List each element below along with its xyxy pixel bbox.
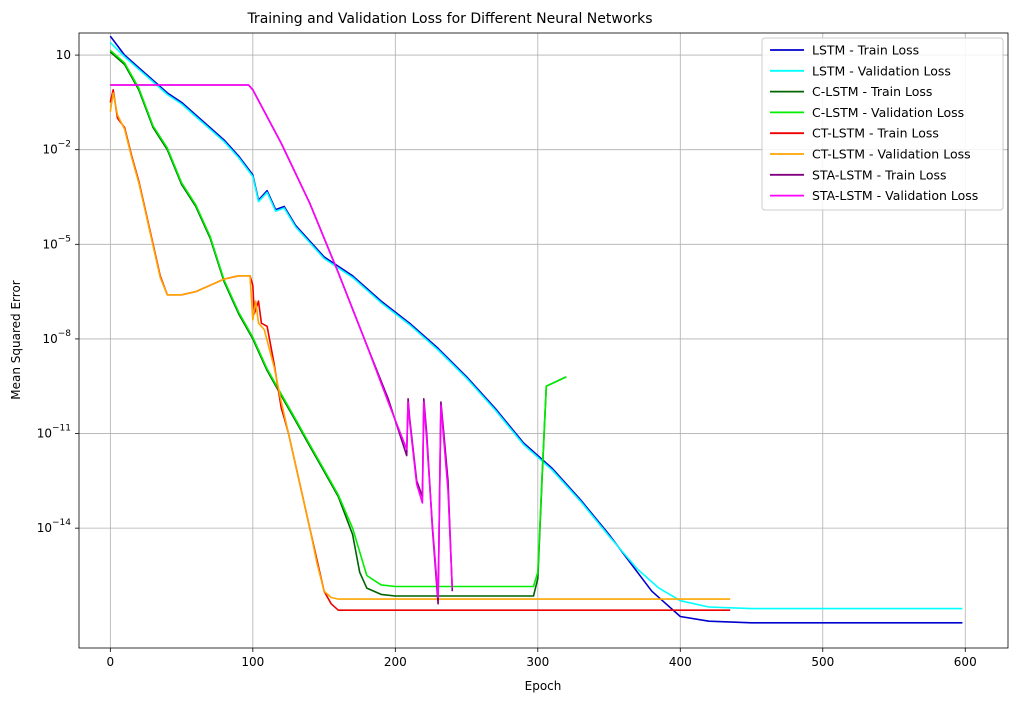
x-tick-label: 600: [954, 655, 977, 669]
y-tick-base: 10: [42, 143, 57, 157]
legend-label: LSTM - Train Loss: [812, 43, 919, 58]
series-line-ct-lstm-train-loss: [109, 89, 731, 611]
y-tick-base: 10: [56, 48, 71, 62]
y-tick-label: 10: [56, 48, 71, 62]
series-line-c-lstm-train-loss: [109, 51, 567, 597]
x-tick-label: 200: [384, 655, 407, 669]
y-tick-base: 10: [37, 427, 52, 441]
legend-box: [761, 37, 1004, 211]
y-tick-label: 10−8: [42, 329, 71, 346]
axis-ticks: 0 100 200 300 400 500 6001010−210−510−810−1110…: [37, 48, 977, 669]
legend-label: C-LSTM - Validation Loss: [812, 105, 964, 120]
plot-frame: [78, 32, 1009, 649]
series-line-lstm-validation-loss: [109, 41, 963, 610]
x-tick-label: 500: [811, 655, 834, 669]
x-tick-label: 100: [241, 655, 264, 669]
legend-label: STA-LSTM - Validation Loss: [812, 188, 978, 203]
legend-label: LSTM - Validation Loss: [812, 63, 951, 78]
series-line-ct-lstm-validation-loss: [109, 92, 731, 600]
chart-title: Training and Validation Loss for Differe…: [246, 11, 652, 27]
x-tick-label: 300: [526, 655, 549, 669]
x-tick-label: 0: [107, 655, 115, 669]
series-line-c-lstm-validation-loss: [109, 49, 567, 588]
y-tick-label: 10−2: [42, 140, 71, 157]
y-tick-exponent: −8: [58, 329, 72, 339]
y-tick-exponent: −5: [58, 234, 71, 244]
y-tick-label: 10−14: [37, 518, 72, 535]
y-axis-label: Mean Squared Error: [9, 280, 23, 400]
legend-label: C-LSTM - Train Loss: [812, 84, 932, 99]
series-line-sta-lstm-validation-loss: [110, 84, 454, 599]
y-tick-exponent: −14: [52, 518, 71, 528]
y-tick-label: 10−5: [42, 234, 71, 251]
x-axis-label: Epoch: [525, 679, 562, 693]
legend-label: CT-LSTM - Train Loss: [812, 126, 939, 141]
legend-label: CT-LSTM - Validation Loss: [812, 147, 971, 162]
series-line-sta-lstm-train-loss: [110, 84, 454, 605]
y-tick-base: 10: [37, 521, 52, 535]
legend: LSTM - Train Loss LSTM - Validation Loss C…: [761, 37, 1004, 211]
series-lines: [109, 35, 963, 624]
y-tick-label: 10−11: [37, 424, 71, 441]
y-tick-base: 10: [42, 332, 57, 346]
y-tick-base: 10: [42, 237, 57, 251]
x-tick-label: 400: [669, 655, 692, 669]
y-tick-exponent: −11: [52, 424, 71, 434]
legend-label: STA-LSTM - Train Loss: [812, 167, 947, 182]
series-line-lstm-train-loss: [109, 35, 963, 624]
y-tick-exponent: −2: [58, 140, 71, 150]
